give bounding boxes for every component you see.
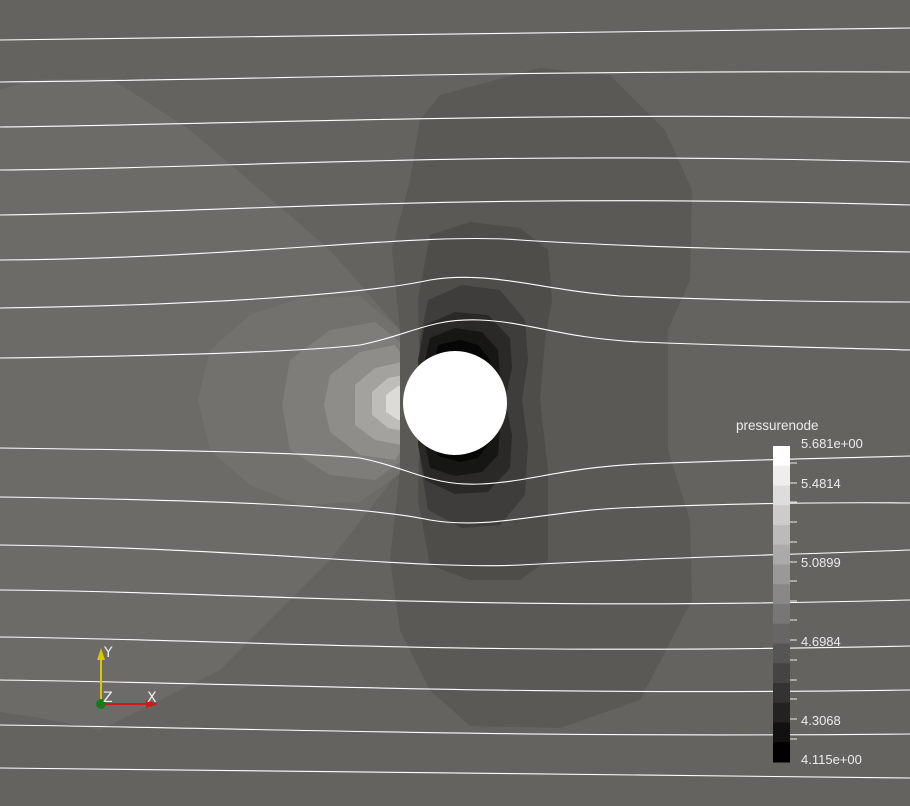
colorbar-band	[773, 742, 790, 763]
colorbar-ticks	[790, 462, 797, 740]
streamline	[0, 237, 910, 261]
colorbar-band	[773, 722, 790, 743]
colorbar-band	[773, 623, 790, 644]
streamline	[0, 636, 910, 650]
y-axis-arrow-head	[97, 648, 105, 660]
colorbar-band	[773, 525, 790, 546]
colorbar-tick-label: 5.0899	[801, 555, 841, 570]
streamline	[0, 319, 910, 359]
colorbar-band	[773, 465, 790, 486]
streamline	[0, 724, 910, 736]
cylinder-obstacle	[403, 351, 507, 455]
colorbar-band	[773, 683, 790, 704]
streamline	[0, 276, 910, 309]
streamline	[0, 589, 910, 605]
colorbar-band	[773, 702, 790, 723]
colorbar-band	[773, 663, 790, 684]
colorbar-band	[773, 564, 790, 585]
streamline	[0, 679, 910, 693]
streamline	[0, 157, 910, 171]
colorbar-band	[773, 584, 790, 605]
streamline	[0, 71, 910, 83]
streamline	[0, 496, 910, 524]
colorbar-band	[773, 446, 790, 467]
x-axis-label: X	[147, 690, 157, 706]
colorbar-tick-label: 4.6984	[801, 634, 841, 649]
y-axis-label: Y	[104, 645, 113, 661]
colorbar-band	[773, 604, 790, 625]
colorbar-band	[773, 544, 790, 565]
colorbar-band	[773, 485, 790, 506]
colorbar-title: pressurenode	[736, 418, 819, 433]
streamlines	[0, 27, 910, 779]
streamline	[0, 200, 910, 216]
colorbar	[773, 446, 790, 763]
streamline	[0, 767, 910, 779]
colorbar-band	[773, 643, 790, 664]
z-axis-label: Z	[103, 690, 113, 706]
colorbar-tick-label: 4.3068	[801, 713, 841, 728]
z-axis-dot	[96, 699, 106, 709]
colorbar-tick-label: 5.4814	[801, 476, 841, 491]
colorbar-min-label: 4.115e+00	[801, 752, 862, 767]
orientation-axes-widget	[96, 648, 158, 709]
streamline	[0, 447, 910, 485]
colorbar-band	[773, 505, 790, 526]
colorbar-max-label: 5.681e+00	[801, 436, 863, 451]
streamline	[0, 115, 910, 128]
x-axis-arrow-head	[146, 700, 158, 708]
